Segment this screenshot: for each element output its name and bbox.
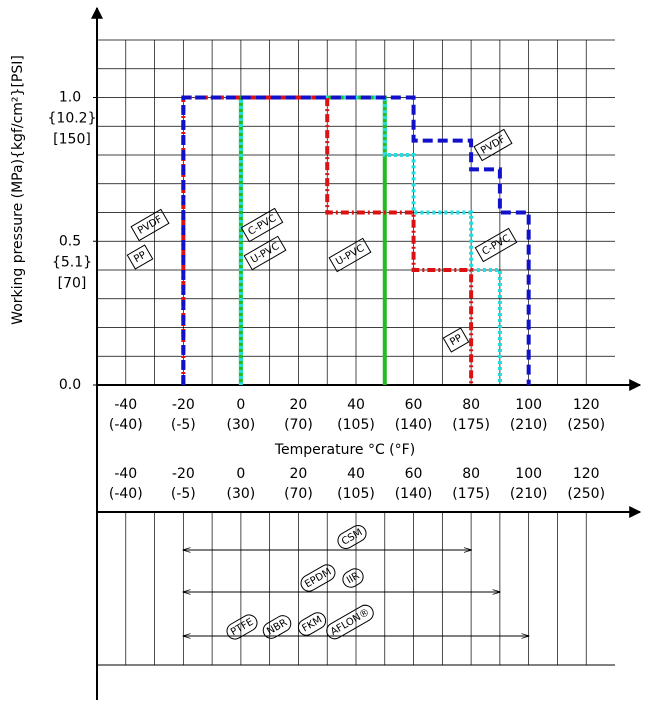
x-axis-title: Temperature °C (°F): [274, 442, 415, 458]
x-tick-label: 0: [236, 397, 245, 413]
x-tick-label: 120: [573, 397, 600, 413]
tag: U-PVC: [328, 237, 372, 273]
x-tick-label: 120: [573, 466, 600, 482]
tag-box: [126, 244, 154, 270]
x-tick-label: -40: [114, 397, 137, 413]
tag: IIR: [342, 568, 364, 588]
x-tick-label: 60: [405, 397, 423, 413]
tag: PP: [126, 244, 154, 270]
x-tick-f-label: (210): [510, 417, 548, 433]
y-tick-label: 0.5: [59, 233, 81, 249]
x-tick-f-label: (30): [227, 417, 256, 433]
tag-label: PVDF: [136, 214, 165, 237]
tag-label: NBR: [265, 617, 289, 637]
x-tick-f-label: (250): [567, 486, 605, 502]
tag-box: [473, 128, 513, 162]
tag: PTFE: [226, 614, 258, 640]
x-tick-label: 100: [515, 397, 542, 413]
tag-box: [442, 327, 470, 353]
tag-label: PP: [132, 250, 148, 266]
tag-label: CSM: [340, 527, 365, 548]
x-tick-f-label: (210): [510, 486, 548, 502]
tag-box: [262, 615, 292, 639]
tag: NBR: [262, 615, 292, 639]
tag-box: [342, 568, 364, 588]
series-line: [181, 95, 474, 385]
tag-label: FKM: [300, 614, 324, 634]
x-tick-f-label: (105): [337, 417, 375, 433]
tag-box: [243, 235, 287, 271]
x-tick-label: 40: [347, 397, 365, 413]
tag: C-PVC: [474, 227, 518, 263]
x-tick-f-label: (175): [452, 486, 490, 502]
y-tick-psi: [70]: [58, 275, 87, 291]
x-tick-label: -20: [172, 466, 195, 482]
tag-label: PVDF: [479, 134, 508, 157]
x-tick-label: 100: [515, 466, 542, 482]
x-tick-label: 40: [347, 466, 365, 482]
tag-box: [326, 604, 374, 640]
tag: PVDF: [473, 128, 513, 162]
y-tick-label: 0.0: [59, 377, 81, 393]
x-tick-f-label: (70): [284, 417, 313, 433]
tag: PVDF: [130, 208, 170, 242]
x-tick-label: 80: [462, 466, 480, 482]
x-tick-f-label: (175): [452, 417, 490, 433]
x-tick-f-label: (-40): [109, 417, 143, 433]
tag-box: [226, 614, 258, 640]
x-tick-label: -40: [114, 466, 137, 482]
x-tick-f-label: (-40): [109, 486, 143, 502]
tag-box: [474, 227, 518, 263]
tag-box: [337, 525, 367, 549]
x-tick-f-label: (30): [227, 486, 256, 502]
y-tick-label: 1.0: [59, 90, 81, 106]
tag-box: [130, 208, 170, 242]
y-axis-title: Working pressure (MPa){kgf/cm²}[PSI]: [10, 55, 26, 325]
y-tick-psi: [150]: [53, 132, 91, 148]
y-tick-kgf: {5.1}: [52, 254, 92, 270]
tag-label: PTFE: [229, 617, 255, 639]
x-tick-label: 0: [236, 466, 245, 482]
series-line: [181, 95, 531, 385]
x-tick-f-label: (-5): [171, 486, 196, 502]
x-tick-label: -20: [172, 397, 195, 413]
tag: PP: [442, 327, 470, 353]
tag: CSM: [337, 525, 367, 549]
x-tick-label: 60: [405, 466, 423, 482]
tag: FKM: [297, 612, 327, 636]
x-tick-f-label: (140): [395, 417, 433, 433]
tag: EPDM: [300, 564, 336, 592]
tag-box: [240, 207, 284, 243]
tag-box: [300, 564, 336, 592]
x-tick-f-label: (250): [567, 417, 605, 433]
tag-label: PP: [448, 333, 464, 349]
series-line: [238, 95, 502, 385]
x-tick-label: 20: [290, 397, 308, 413]
tag-box: [328, 237, 372, 273]
x-tick-f-label: (140): [395, 486, 433, 502]
x-tick-label: 20: [290, 466, 308, 482]
x-tick-f-label: (-5): [171, 417, 196, 433]
x-tick-f-label: (105): [337, 486, 375, 502]
x-tick-f-label: (70): [284, 486, 313, 502]
y-tick-kgf: {10.2}: [48, 111, 97, 127]
tag-box: [297, 612, 327, 636]
x-tick-label: 80: [462, 397, 480, 413]
